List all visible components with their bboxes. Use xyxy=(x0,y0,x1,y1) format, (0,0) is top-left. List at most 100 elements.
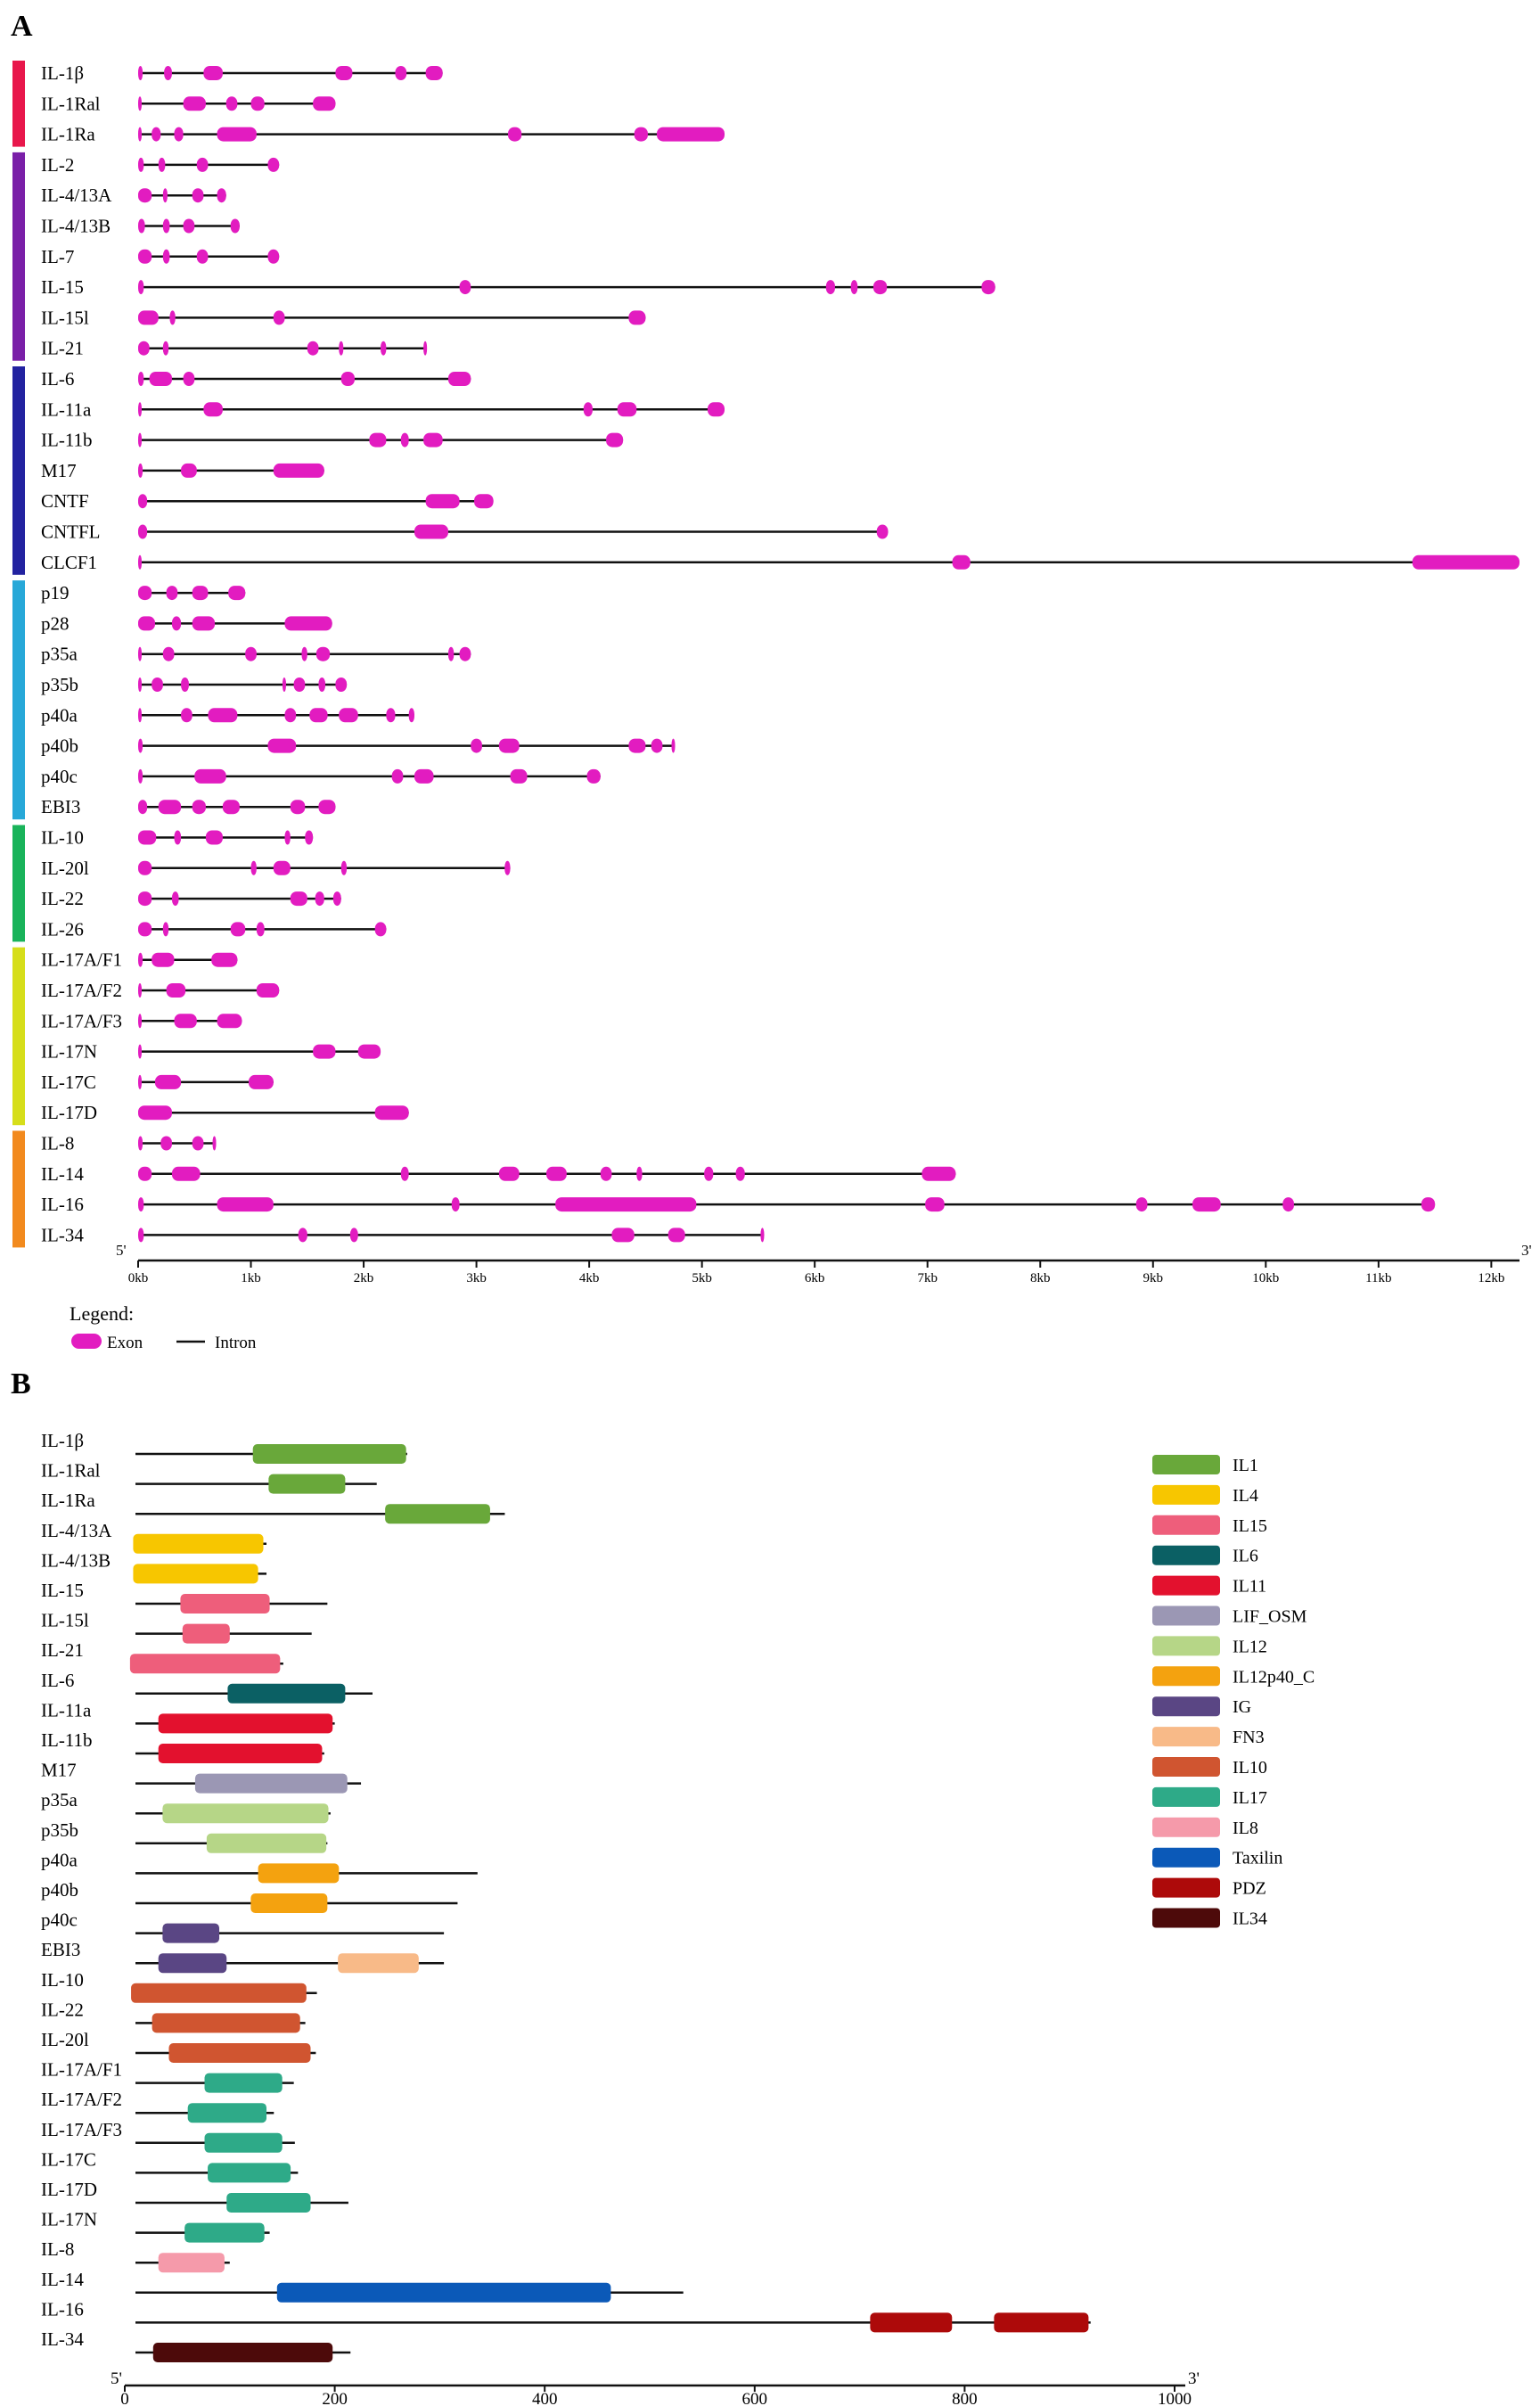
exon xyxy=(668,1228,685,1243)
exon xyxy=(192,1136,204,1151)
protein-name: EBI3 xyxy=(41,1939,80,1960)
protein-row xyxy=(131,1983,317,2003)
gene-name: EBI3 xyxy=(41,796,80,817)
exon xyxy=(282,677,286,692)
family-bar-4 xyxy=(12,825,25,942)
exon xyxy=(510,768,528,784)
protein-name: IL-1Ra xyxy=(41,1490,95,1511)
exon xyxy=(203,402,223,417)
legend-item: IL34 xyxy=(1152,1908,1267,1929)
protein-name: IL-15l xyxy=(41,1610,89,1631)
gene-row xyxy=(138,249,280,264)
protein-row xyxy=(135,2312,1091,2333)
exon xyxy=(166,983,186,998)
gene-name: p40a xyxy=(41,704,78,726)
panel-a-label: A xyxy=(11,10,33,43)
domain-block xyxy=(252,1444,406,1464)
exon xyxy=(459,646,471,661)
exon xyxy=(164,66,172,80)
protein-row xyxy=(135,2132,295,2153)
exon xyxy=(138,372,144,386)
exon xyxy=(249,1074,274,1089)
gene-name: IL-10 xyxy=(41,827,84,849)
exon xyxy=(160,1136,172,1151)
exon xyxy=(400,432,409,448)
exon xyxy=(138,402,142,417)
exon xyxy=(305,830,314,845)
exon xyxy=(504,860,511,875)
protein-row xyxy=(135,1803,331,1824)
exon xyxy=(1192,1197,1221,1212)
exon xyxy=(138,768,143,784)
exon xyxy=(617,402,637,417)
domain-block xyxy=(158,2253,225,2273)
exon xyxy=(138,463,143,478)
exon xyxy=(634,127,648,142)
exon xyxy=(171,891,179,907)
exon xyxy=(298,1228,307,1243)
exon xyxy=(498,738,520,753)
protein-name: IL-16 xyxy=(41,2298,84,2320)
domain-block xyxy=(180,1594,270,1614)
axis-tick-label: 11kb xyxy=(1365,1271,1391,1285)
exon xyxy=(138,860,152,875)
protein-name: IL-1β xyxy=(41,1430,84,1451)
exon xyxy=(181,463,197,478)
exon xyxy=(196,157,209,172)
domain-block xyxy=(276,2282,611,2303)
protein-row xyxy=(135,1863,478,1884)
exon xyxy=(192,616,216,631)
exon xyxy=(606,432,624,448)
gene-name: IL-15 xyxy=(41,276,84,298)
gene-row xyxy=(138,830,314,845)
exon xyxy=(273,860,291,875)
exon xyxy=(245,646,257,661)
exon xyxy=(273,310,285,325)
protein-name: IL-4/13A xyxy=(41,1520,112,1541)
exon xyxy=(451,1197,460,1212)
exon xyxy=(256,983,280,998)
exon xyxy=(850,280,858,295)
exon xyxy=(138,1105,172,1121)
exon xyxy=(138,922,152,937)
legend-item: IL10 xyxy=(1152,1757,1267,1778)
domain-block xyxy=(994,2312,1089,2333)
gene-name: IL-14 xyxy=(41,1163,84,1185)
gene-name: IL-17A/F2 xyxy=(41,980,122,1001)
exon xyxy=(374,922,387,937)
protein-name: IL-21 xyxy=(41,1639,84,1661)
protein-row xyxy=(135,1623,312,1644)
gene-name: IL-11a xyxy=(41,398,92,420)
domain-block xyxy=(184,2222,265,2243)
exon xyxy=(183,96,206,111)
gene-row xyxy=(138,188,226,203)
family-bar-6 xyxy=(12,1130,25,1248)
exon xyxy=(546,1166,567,1181)
exon xyxy=(138,616,155,631)
gene-row xyxy=(138,738,676,753)
gene-row xyxy=(138,1166,956,1181)
gene-row xyxy=(138,341,428,356)
protein-name: IL-17D xyxy=(41,2179,97,2200)
gene-name: IL-17A/F3 xyxy=(41,1010,122,1031)
exon xyxy=(498,1166,520,1181)
legend-label: IL8 xyxy=(1233,1819,1258,1838)
protein-name: IL-17C xyxy=(41,2148,96,2170)
protein-row xyxy=(135,2043,316,2063)
exon xyxy=(293,677,306,692)
protein-row xyxy=(135,2163,299,2183)
axis-tick-label: 6kb xyxy=(805,1271,825,1285)
exon xyxy=(138,1014,142,1029)
gene-names: IL-1β IL-1Ral IL-1Ra IL-2 IL-4/13A IL-4/13B IL… xyxy=(41,62,122,1245)
exon xyxy=(369,432,387,448)
exon xyxy=(671,738,676,753)
gene-name: p35a xyxy=(41,644,78,665)
protein-name: IL-8 xyxy=(41,2238,74,2260)
axis-3prime: 3' xyxy=(1521,1242,1532,1259)
legend-swatch xyxy=(1152,1757,1220,1777)
protein-name: IL-15 xyxy=(41,1580,84,1601)
exon xyxy=(414,524,448,539)
exon xyxy=(315,646,331,661)
protein-name: p40b xyxy=(41,1879,78,1901)
gene-row xyxy=(138,432,624,448)
